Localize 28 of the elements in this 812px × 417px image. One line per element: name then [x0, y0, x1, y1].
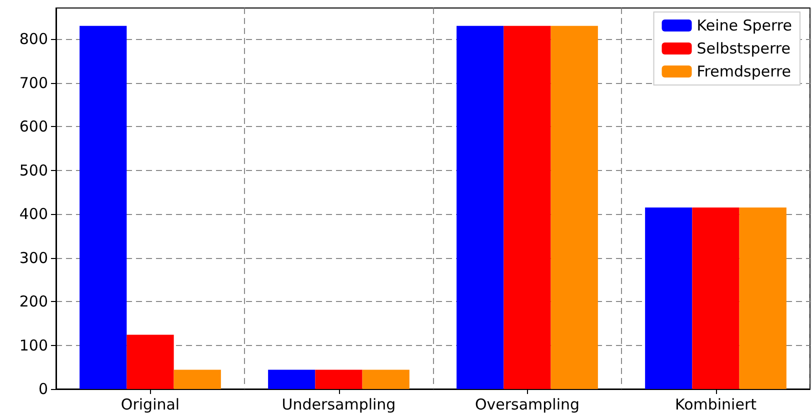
x-tick-label: Original [120, 396, 180, 414]
bar [126, 334, 174, 389]
bar [550, 26, 598, 389]
y-tick-label: 0 [38, 380, 48, 398]
bar [692, 207, 740, 389]
bar [80, 26, 127, 389]
bar [456, 26, 504, 389]
legend-label: Keine Sperre [696, 16, 792, 34]
x-tick-label: Kombiniert [674, 396, 757, 414]
y-tick-label: 400 [19, 205, 48, 224]
y-tick-label: 200 [19, 292, 48, 311]
bar [362, 370, 410, 389]
y-tick-label: 700 [19, 74, 48, 92]
x-tick-label: Undersampling [282, 396, 396, 414]
bar [739, 207, 786, 389]
bar [315, 370, 362, 389]
bar [174, 370, 221, 389]
legend-label: Selbstsperre [696, 40, 790, 58]
bar [268, 370, 316, 389]
y-tick-label: 600 [19, 118, 48, 136]
y-tick-label: 100 [19, 336, 48, 354]
bar [504, 26, 551, 389]
bar [645, 207, 692, 389]
y-tick-label: 500 [19, 161, 48, 180]
y-tick-label: 800 [19, 30, 48, 48]
x-tick-label: Oversampling [474, 396, 580, 414]
y-tick-label: 300 [19, 248, 48, 267]
legend-label: Fremdsperre [696, 62, 792, 80]
